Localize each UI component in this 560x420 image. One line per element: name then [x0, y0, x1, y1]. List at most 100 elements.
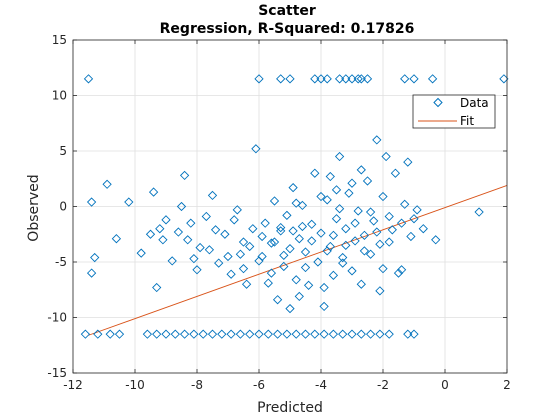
data-point — [229, 215, 239, 225]
data-point — [183, 235, 193, 245]
chart-title: Scatter — [258, 3, 316, 19]
data-point — [396, 265, 407, 275]
data-point — [316, 228, 326, 238]
data-point — [384, 329, 394, 339]
data-point — [179, 329, 190, 339]
data-point — [409, 214, 419, 224]
data-point — [204, 245, 215, 255]
data-point — [384, 211, 394, 222]
data-point — [406, 231, 416, 242]
data-point — [331, 185, 342, 195]
data-point — [235, 329, 246, 339]
data-point — [362, 74, 373, 84]
grid-lines — [72, 39, 508, 374]
data-point — [245, 241, 255, 252]
data-point — [201, 211, 211, 222]
data-point — [207, 190, 218, 201]
data-point — [210, 225, 221, 235]
x-tick-label: -8 — [191, 378, 203, 392]
data-point — [279, 250, 289, 260]
data-point — [260, 218, 270, 228]
legend-data-label: Data — [460, 96, 489, 110]
data-point — [365, 329, 376, 339]
data-point — [310, 74, 320, 84]
data-point — [189, 254, 199, 264]
data-point — [403, 329, 413, 339]
legend-data-marker — [433, 97, 443, 108]
data-point — [232, 205, 242, 215]
data-point — [372, 227, 382, 237]
x-tick-label: 0 — [441, 378, 449, 392]
data-point — [254, 329, 264, 339]
data-point — [341, 240, 351, 250]
data-point — [192, 265, 202, 275]
data-point — [186, 218, 196, 228]
data-point — [266, 268, 277, 278]
data-point — [356, 279, 366, 289]
data-point — [365, 249, 376, 259]
data-point — [223, 251, 233, 262]
legend-box — [412, 94, 496, 129]
x-tick-label: -12 — [63, 378, 83, 392]
y-tick-label: -10 — [47, 311, 67, 325]
data-point — [297, 221, 308, 232]
data-point — [276, 226, 286, 236]
data-point — [173, 227, 184, 237]
data-point — [365, 207, 376, 217]
data-point — [427, 74, 438, 84]
data-point — [170, 329, 180, 339]
data-point — [294, 291, 304, 302]
data-point — [347, 329, 357, 339]
legend[interactable]: Data Fit — [412, 94, 496, 129]
data-point — [272, 329, 283, 339]
data-point — [307, 219, 317, 229]
y-tick-label: 10 — [52, 89, 67, 103]
data-point — [226, 269, 236, 279]
data-point — [353, 206, 363, 216]
data-point — [375, 239, 385, 249]
x-axis-label: Predicted — [257, 400, 323, 416]
data-point — [319, 301, 329, 312]
data-point — [319, 282, 329, 293]
x-tick-label: -10 — [125, 378, 145, 392]
data-point — [325, 171, 335, 182]
data-point — [189, 329, 199, 339]
y-axis-ticks: -15 -10 -5 0 5 10 15 — [47, 33, 507, 380]
x-axis-ticks: -12 -10 -8 -6 -4 -2 0 2 — [63, 40, 511, 392]
data-point — [254, 74, 264, 84]
y-tick-label: -5 — [55, 255, 67, 269]
data-point — [148, 187, 159, 197]
x-tick-label: -6 — [253, 378, 265, 392]
data-point — [347, 266, 357, 276]
y-tick-label: -15 — [47, 366, 67, 380]
data-point — [319, 329, 329, 339]
data-point — [282, 210, 292, 221]
data-point — [359, 230, 370, 240]
data-point — [276, 74, 286, 84]
data-point — [328, 329, 339, 339]
data-point — [276, 222, 286, 233]
data-point — [285, 244, 295, 254]
data-point — [328, 230, 339, 240]
data-point — [316, 74, 326, 84]
data-point — [102, 179, 112, 189]
data-point — [328, 270, 339, 280]
data-point — [300, 329, 311, 339]
data-point — [384, 237, 394, 247]
data-point — [155, 224, 165, 234]
data-point — [300, 247, 311, 257]
data-point — [403, 157, 413, 167]
legend-fit-label: Fit — [460, 114, 474, 128]
data-point — [291, 329, 301, 339]
data-point — [347, 74, 357, 84]
data-point — [334, 204, 345, 214]
data-point — [344, 188, 354, 198]
fit-line-layer — [88, 184, 508, 336]
data-point — [248, 224, 258, 234]
data-point — [235, 249, 246, 259]
data-point — [124, 197, 134, 207]
data-point — [214, 258, 224, 268]
data-point — [307, 236, 317, 246]
data-point — [272, 295, 283, 305]
data-point — [226, 329, 236, 339]
